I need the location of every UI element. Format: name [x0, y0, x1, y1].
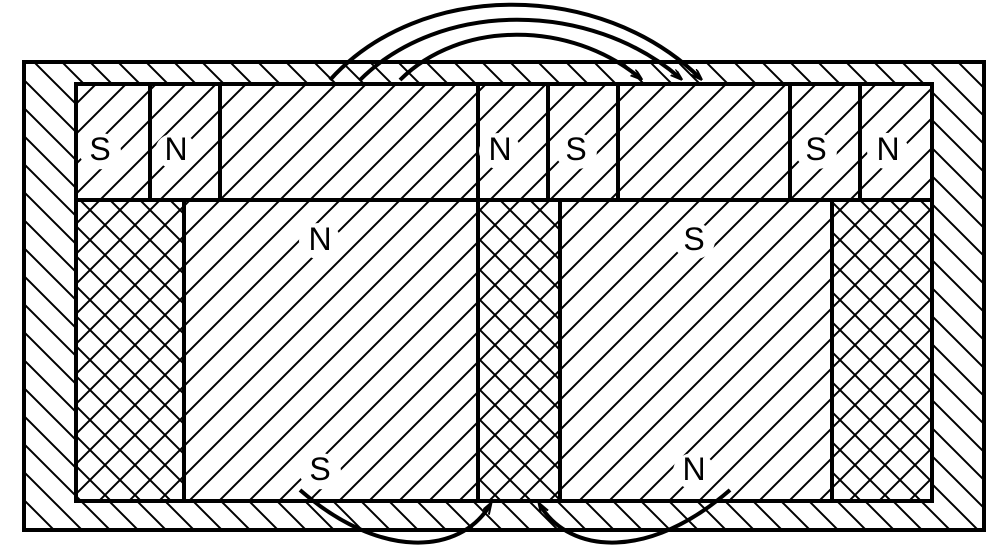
pole-label: N: [308, 221, 331, 257]
pole-label: S: [805, 131, 826, 167]
diagram-canvas: S N N S S N N S S N: [0, 0, 1006, 551]
bottom-cell-0: [76, 200, 184, 501]
pole-label: N: [876, 131, 899, 167]
top-cell-2: [220, 84, 478, 200]
pole-label: N: [164, 131, 187, 167]
pole-label: S: [683, 221, 704, 257]
pole-label: S: [565, 131, 586, 167]
pole-label: S: [309, 451, 330, 487]
pole-label: S: [89, 131, 110, 167]
top-cell-5: [618, 84, 790, 200]
bottom-cell-2: [478, 200, 560, 501]
pole-label: N: [488, 131, 511, 167]
pole-label: N: [682, 451, 705, 487]
bottom-cell-4: [832, 200, 932, 501]
